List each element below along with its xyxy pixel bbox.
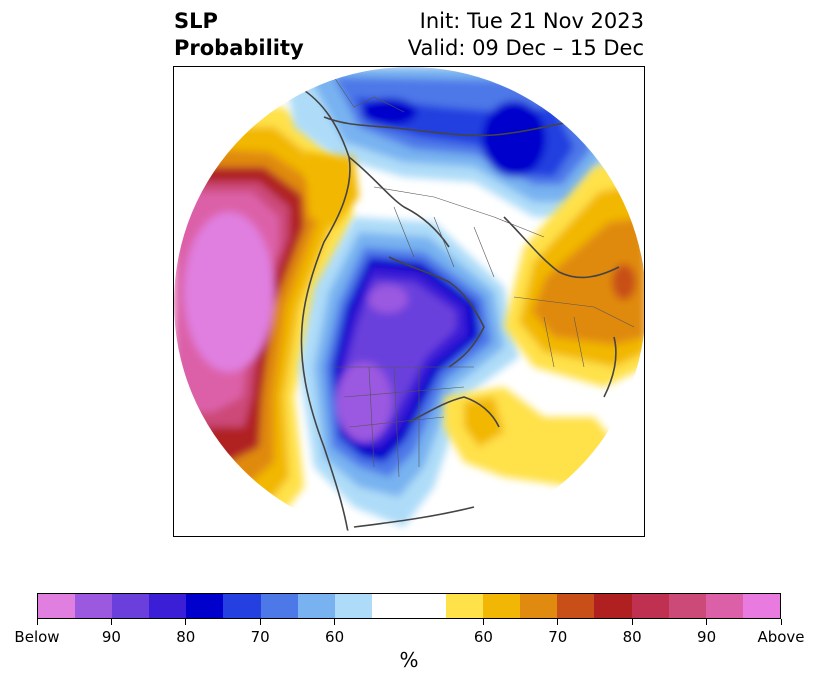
colorbar-tick (185, 619, 187, 625)
colorbar-tick-label: 90 (101, 628, 121, 646)
title-subtitle: Probability (174, 36, 304, 60)
colorbar (37, 593, 781, 619)
colorbar-tick-label: Below (14, 628, 60, 646)
colorbar-tick (631, 619, 633, 625)
colorbar-swatch (38, 594, 76, 618)
colorbar-swatch (297, 594, 335, 618)
colorbar-swatch (446, 594, 484, 618)
colorbar-swatch (557, 594, 595, 618)
colorbar-tick-label: Above (757, 628, 805, 646)
colorbar-tick (259, 619, 261, 625)
title-init-date: Init: Tue 21 Nov 2023 (419, 9, 644, 33)
chart-title-right: Init: Tue 21 Nov 2023 Valid: 09 Dec – 15… (408, 8, 644, 62)
colorbar-tick (110, 619, 112, 625)
above-anomaly-alaska (304, 152, 359, 227)
colorbar-swatch (408, 594, 447, 618)
colorbar-swatch (742, 594, 780, 618)
colorbar-swatch (149, 594, 187, 618)
colorbar-swatch (75, 594, 113, 618)
below-anomaly-north-america (299, 217, 519, 527)
colorbar-swatch (705, 594, 743, 618)
colorbar-swatch (668, 594, 706, 618)
colorbar-tick-label: 70 (548, 628, 568, 646)
title-valid-range: Valid: 09 Dec – 15 Dec (407, 36, 644, 60)
colorbar-tick-label: 60 (325, 628, 345, 646)
colorbar-tick (36, 619, 38, 625)
colorbar-swatch (223, 594, 261, 618)
polar-map (173, 66, 645, 537)
probability-map-svg (174, 67, 644, 536)
colorbar-tick-label: 80 (176, 628, 196, 646)
colorbar-swatch (371, 594, 409, 618)
colorbar-label: % (399, 648, 419, 672)
colorbar-tick (557, 619, 559, 625)
colorbar-tick (780, 619, 782, 625)
colorbar-swatch (594, 594, 632, 618)
colorbar-swatch (631, 594, 669, 618)
colorbar-tick-label: 90 (697, 628, 717, 646)
title-variable: SLP (174, 9, 218, 33)
colorbar-tick (706, 619, 708, 625)
colorbar-swatch (112, 594, 150, 618)
colorbar-tick (334, 619, 336, 625)
colorbar-swatch (483, 594, 521, 618)
chart-title-left: SLP Probability (174, 8, 304, 62)
colorbar-tick-label: 60 (473, 628, 493, 646)
colorbar-swatch (334, 594, 372, 618)
colorbar-swatch (260, 594, 298, 618)
colorbar-swatch (520, 594, 558, 618)
colorbar-tick-label: 70 (250, 628, 270, 646)
colorbar-tick-label: 80 (622, 628, 642, 646)
colorbar-tick (482, 619, 484, 625)
colorbar-swatch (186, 594, 224, 618)
